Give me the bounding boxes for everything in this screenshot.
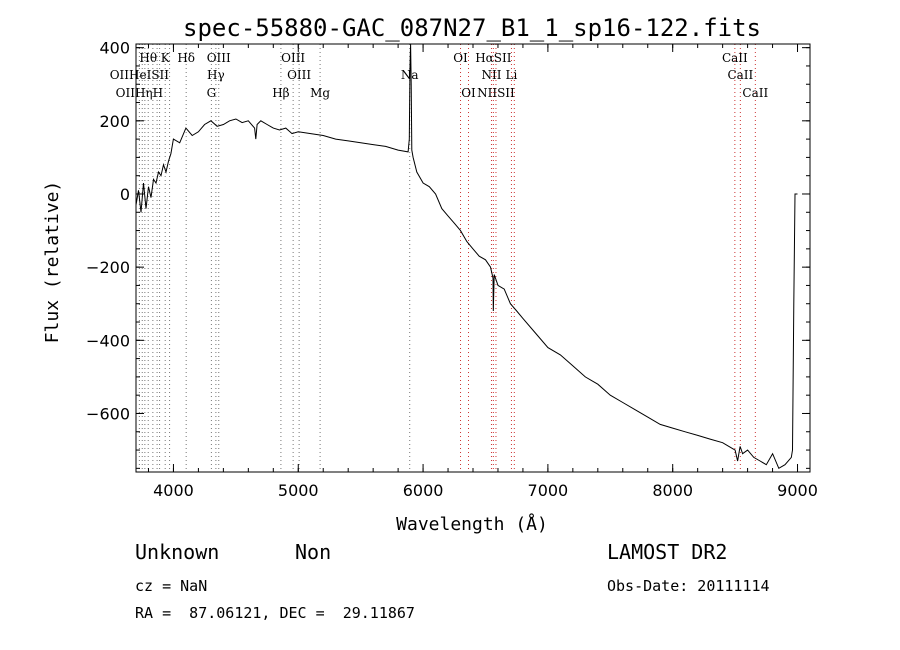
line-annotation: OIIHηH bbox=[116, 86, 163, 100]
y-tick-label: −200 bbox=[86, 258, 130, 277]
y-tick-label: 0 bbox=[120, 185, 130, 204]
y-tick-label: −600 bbox=[86, 404, 130, 423]
line-annotation: Hδ bbox=[177, 51, 195, 65]
line-annotation: OIII bbox=[207, 51, 231, 65]
line-annotation: Hθ bbox=[139, 51, 157, 65]
line-annotation: Mg bbox=[310, 86, 330, 100]
line-annotation: OIIHeISII bbox=[110, 68, 170, 82]
y-axis-label: Flux (relative) bbox=[42, 181, 63, 344]
x-tick-label: 8000 bbox=[652, 481, 693, 500]
line-annotation: OIII bbox=[281, 51, 305, 65]
x-tick-label: 9000 bbox=[777, 481, 818, 500]
observation-date: Obs-Date: 20111114 bbox=[607, 577, 770, 595]
y-tick-label: 200 bbox=[99, 112, 130, 131]
x-axis-label: Wavelength (Å) bbox=[396, 513, 548, 535]
line-annotation: OI bbox=[453, 51, 468, 65]
line-annotation: Li bbox=[506, 68, 518, 82]
spectrum-line bbox=[135, 43, 798, 470]
line-annotation: HαSII bbox=[475, 51, 512, 65]
x-tick-label: 4000 bbox=[153, 481, 194, 500]
line-annotation: G bbox=[207, 86, 217, 100]
object-subclass: Non bbox=[295, 540, 332, 564]
line-annotation: K bbox=[161, 51, 171, 65]
line-annotation: NIISII bbox=[477, 86, 515, 100]
line-annotation: CaII bbox=[727, 68, 753, 82]
plot-frame bbox=[135, 43, 811, 473]
y-tick-label: −400 bbox=[86, 331, 130, 350]
chart-title: spec-55880-GAC_087N27_B1_1_sp16-122.fits bbox=[183, 14, 761, 42]
line-annotation: CaII bbox=[742, 86, 768, 100]
x-tick-label: 5000 bbox=[278, 481, 319, 500]
line-annotation: OI bbox=[461, 86, 476, 100]
line-annotation: Hβ bbox=[272, 86, 289, 100]
line-annotation: OIII bbox=[287, 68, 311, 82]
survey-name: LAMOST DR2 bbox=[607, 540, 728, 564]
object-class: Unknown bbox=[135, 540, 220, 564]
line-annotation: Hγ bbox=[207, 68, 225, 82]
ra-dec-coordinates: RA = 87.06121, DEC = 29.11867 bbox=[135, 604, 415, 622]
line-annotation: NII bbox=[481, 68, 501, 82]
redshift-cz: cz = NaN bbox=[135, 577, 208, 595]
y-tick-label: 400 bbox=[99, 39, 130, 58]
line-annotation: CaII bbox=[722, 51, 748, 65]
x-tick-label: 6000 bbox=[403, 481, 444, 500]
x-tick-label: 7000 bbox=[528, 481, 569, 500]
